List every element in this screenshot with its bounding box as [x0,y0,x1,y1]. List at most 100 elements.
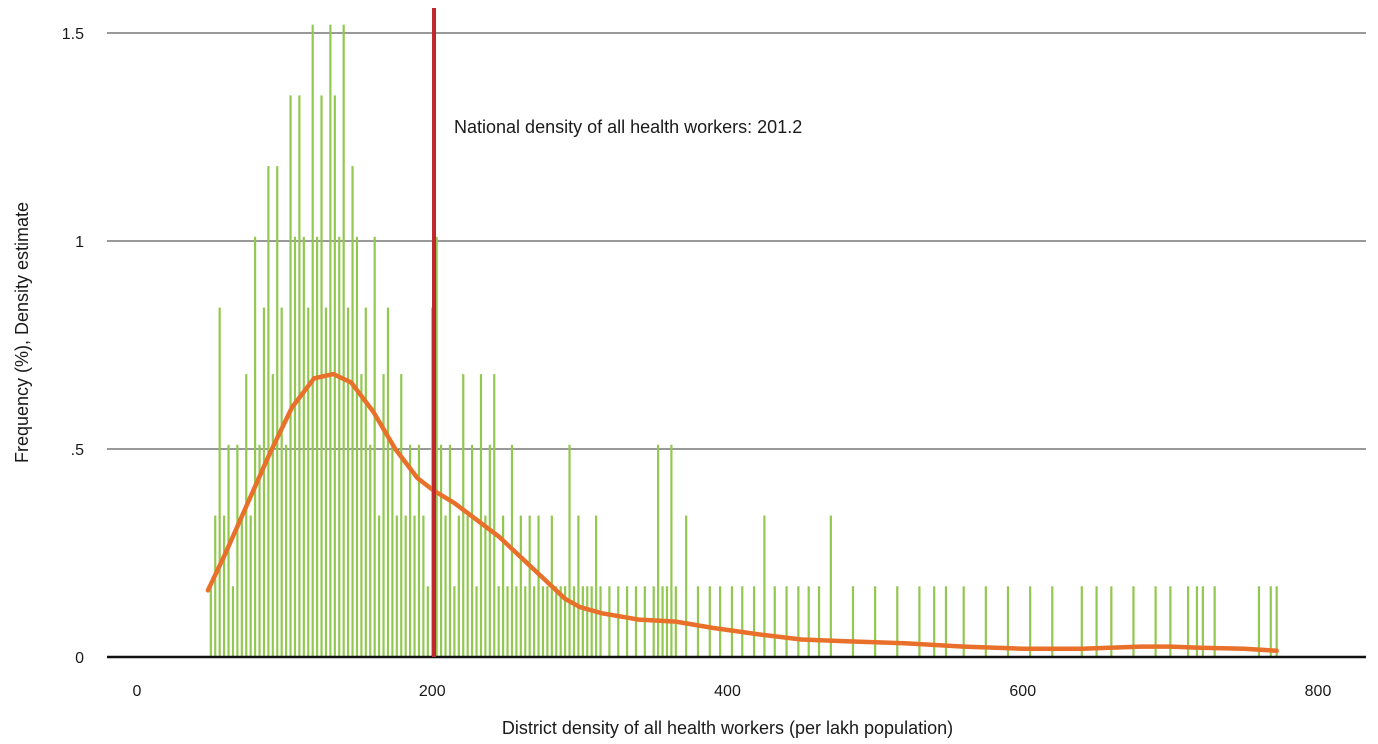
histogram-bar [785,586,788,657]
histogram-bar [276,166,279,657]
histogram-bar [347,307,350,657]
histogram-bar [568,444,571,657]
x-axis-title: District density of all health workers (… [502,718,953,738]
histogram-bar [608,586,611,657]
histogram-bar [293,236,297,657]
density-curve [205,371,1279,654]
histogram-bar [537,515,540,657]
histogram-bar [409,444,412,657]
histogram-bar [457,515,460,657]
histogram-bar [657,444,660,657]
histogram-bar [797,586,800,657]
histogram-bar [773,586,776,657]
histogram-bar [444,515,447,657]
histogram-bar [267,166,270,657]
histogram-bar [599,586,602,657]
x-tick-label: 0 [133,683,142,700]
histogram-bar [1029,586,1032,657]
histogram-bar [572,586,576,657]
histogram-bar [360,374,363,657]
histogram-bar [515,586,518,657]
histogram-bar [249,515,252,657]
histogram-bar [364,307,367,657]
x-tick-label: 800 [1305,683,1332,700]
histogram-bar [617,586,620,657]
histogram-bar [1006,586,1010,657]
histogram-bar [298,95,301,657]
density-estimate-line [205,371,1279,654]
histogram-bar [1080,586,1083,657]
histogram-bar [559,586,562,657]
reference-line-group: National density of all health workers: … [432,8,802,657]
histogram-bar [355,236,359,657]
reference-line-label: National density of all health workers: … [454,117,802,137]
y-tick-label: .5 [71,442,84,459]
histogram-bar [475,586,478,657]
histogram-bar [807,586,810,657]
histogram-bar [670,444,673,657]
histogram-bar [386,307,390,657]
histogram-bar [719,586,722,657]
histogram-bar [440,444,443,657]
histogram-bar [382,374,385,657]
histogram-bar [1095,586,1098,657]
histogram-bar [479,374,483,657]
histogram-bar [1110,586,1113,657]
histogram-bar [730,586,734,657]
histogram-bar [962,586,965,657]
histogram-bar [595,515,598,657]
histogram-bar [231,586,235,657]
histogram-bar [236,444,239,657]
histogram-bar [466,515,469,657]
histogram-bar [918,586,921,657]
histogram-bar [1195,586,1199,657]
histogram-bar [435,236,438,657]
histogram-bar [1213,586,1216,657]
histogram-bar [400,374,403,657]
x-tick-label: 400 [714,683,741,700]
histogram-bar [426,586,429,657]
histogram-bar [351,166,354,657]
histogram-bar [262,307,266,657]
histogram-bar [564,586,567,657]
histogram-bar [404,515,407,657]
histogram-bar [373,236,376,657]
histogram-bar [209,586,212,657]
histogram-bar [413,515,416,657]
histogram-bar [471,444,474,657]
histogram-bar [577,515,580,657]
histogram-bar [369,444,372,657]
histogram-bar [1201,586,1204,657]
histogram-bar [448,444,452,657]
y-tick-label: 1.5 [62,26,84,43]
histogram-bar [258,444,261,657]
histogram-bar [422,515,425,657]
histogram-bar [311,24,314,658]
histogram-bar [307,307,310,657]
histogram-bar [222,515,226,657]
histogram-bar [817,586,821,657]
histogram-bar [285,444,288,657]
histogram-bar [488,444,491,657]
histogram-bar [555,586,558,657]
histogram-bar [329,24,332,658]
histogram-bar [546,586,549,657]
histogram-bar [1257,586,1261,657]
histogram-bar [218,307,221,657]
histogram-bar [497,586,500,657]
histogram-bar [944,586,948,657]
histogram-bar [502,515,505,657]
histogram-bar [280,307,283,657]
histogram-bar [1275,586,1278,657]
histogram-bar [696,586,700,657]
histogram-bar [581,586,584,657]
histogram-bar [851,586,855,657]
x-tick-label: 200 [419,683,446,700]
histogram-bar [829,515,832,657]
histogram-bar [1269,586,1272,657]
histogram-bar [1132,586,1135,657]
histogram-bar [316,236,319,657]
histogram-bar [763,515,766,657]
